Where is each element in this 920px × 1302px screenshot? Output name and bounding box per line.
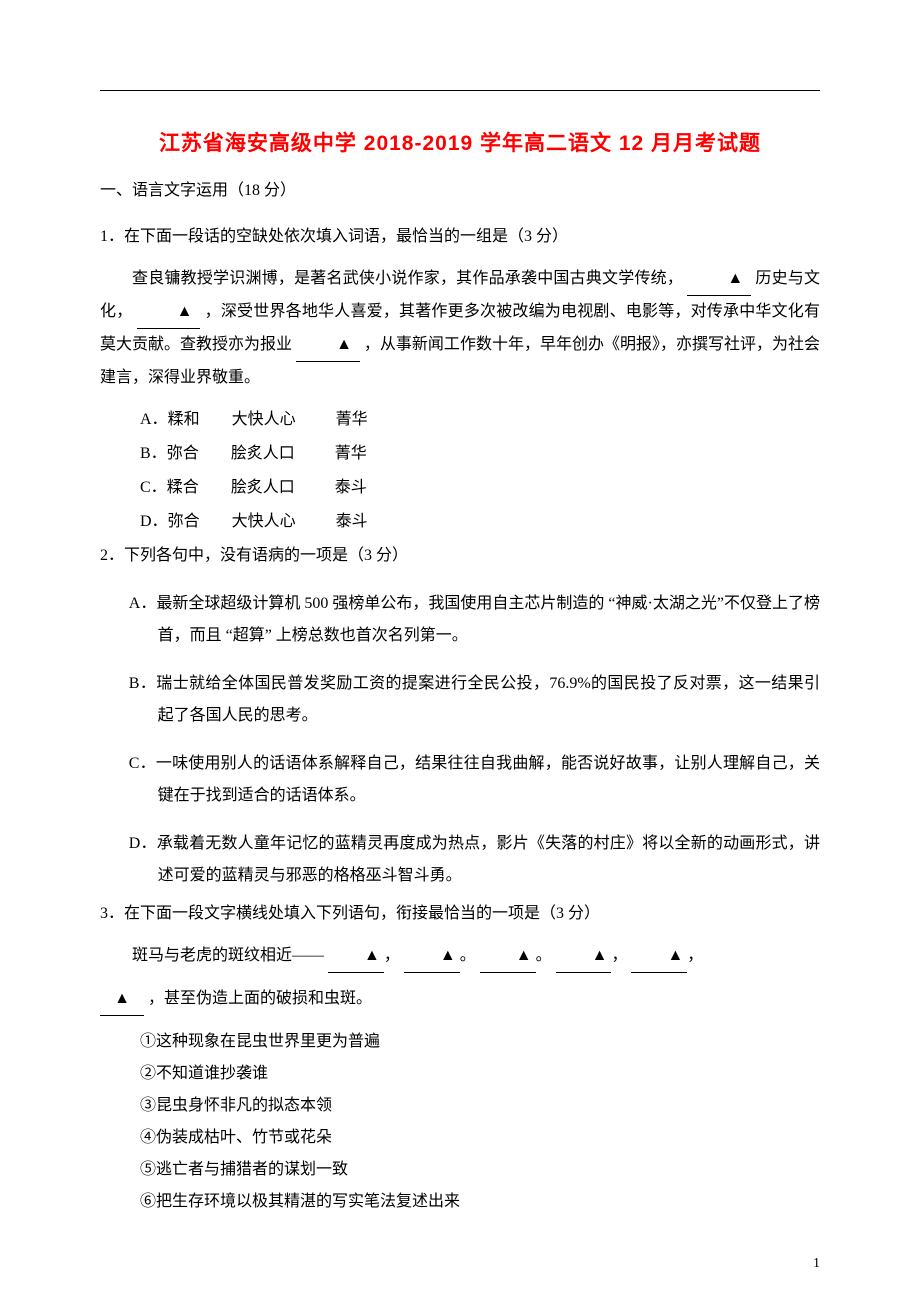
q3-item-5: ⑤逃亡者与捕猎者的谋划一致 [100, 1154, 820, 1186]
q1-option-a: A．糅和 大快人心 菁华 [100, 404, 820, 436]
q1-blank-3: ▲ [296, 329, 360, 362]
q3-item-1: ①这种现象在昆虫世界里更为普遍 [100, 1026, 820, 1058]
q3-item-6: ⑥把生存环境以极其精湛的写实笔法复述出来 [100, 1186, 820, 1218]
q3-stem: 3．在下面一段文字横线处填入下列语句，衔接最恰当的一项是（3 分） [100, 898, 820, 930]
option-col1: 糅和 [168, 411, 200, 428]
option-col3: 泰斗 [335, 479, 367, 496]
q3-passage-line1: 斑马与老虎的斑纹相近—— ▲ ， ▲ 。 ▲ 。 ▲ ， ▲ ， [100, 940, 820, 973]
q1-blank-2: ▲ [137, 296, 201, 329]
q2-option-b: B．瑞士就给全体国民普发奖励工资的提案进行全民公投，76.9%的国民投了反对票，… [129, 668, 820, 732]
blank-marker: ▲ [440, 947, 456, 964]
option-col2: 大快人心 [232, 411, 296, 428]
blank-marker: ▲ [516, 947, 532, 964]
q3-item-2: ②不知道谁抄袭谁 [100, 1058, 820, 1090]
q2-option-c: C．一味使用别人的话语体系解释自己，结果往往自我曲解，能否说好故事，让别人理解自… [129, 748, 820, 812]
q3-passage-line2: ▲ ，甚至伪造上面的破损和虫斑。 [100, 983, 820, 1016]
blank-marker: ▲ [667, 947, 683, 964]
q3-text-1: 斑马与老虎的斑纹相近—— [132, 947, 324, 964]
q1-text-1: 查良镛教授学识渊博，是著名武侠小说作家，其作品承袭中国古典文学传统， [132, 270, 683, 287]
option-col3: 泰斗 [336, 513, 368, 530]
q3-blank-2: ▲ [404, 940, 460, 973]
option-col1: 弥合 [168, 513, 200, 530]
page-number: 1 [813, 1256, 820, 1272]
blank-marker: ▲ [177, 303, 193, 320]
q2-stem: 2．下列各句中，没有语病的一项是（3 分） [100, 540, 820, 572]
q3-item-4: ④伪装成枯叶、竹节或花朵 [100, 1122, 820, 1154]
option-col2: 脍炙人口 [231, 445, 295, 462]
option-col2: 大快人心 [232, 513, 296, 530]
q3-blank-5: ▲ [631, 940, 687, 973]
q1-blank-1: ▲ [687, 263, 751, 296]
option-col3: 菁华 [336, 411, 368, 428]
blank-marker: ▲ [592, 947, 608, 964]
q3-blank-1: ▲ [328, 940, 384, 973]
q1-passage: 查良镛教授学识渊博，是著名武侠小说作家，其作品承袭中国古典文学传统， ▲ 历史与… [100, 263, 820, 394]
q2-option-a: A．最新全球超级计算机 500 强榜单公布，我国使用自主芯片制造的 “神威·太湖… [129, 588, 820, 652]
blank-marker: ▲ [727, 270, 743, 287]
option-label: C． [140, 479, 167, 496]
q1-stem: 1．在下面一段话的空缺处依次填入词语，最恰当的一组是（3 分） [100, 221, 820, 253]
option-label: B． [140, 445, 167, 462]
q3-item-3: ③昆虫身怀非凡的拟态本领 [100, 1090, 820, 1122]
section-1-heading: 一、语言文字运用（18 分） [100, 175, 820, 207]
q1-option-c: C．糅合 脍炙人口 泰斗 [100, 472, 820, 504]
q3-text-2: ，甚至伪造上面的破损和虫斑。 [148, 990, 372, 1007]
blank-marker: ▲ [336, 336, 352, 353]
option-col2: 脍炙人口 [231, 479, 295, 496]
option-col3: 菁华 [335, 445, 367, 462]
q2-option-d: D．承载着无数人童年记忆的蓝精灵再度成为热点，影片《失落的村庄》将以全新的动画形… [129, 828, 820, 892]
option-col1: 糅合 [167, 479, 199, 496]
q3-blank-4: ▲ [556, 940, 612, 973]
option-label: D． [140, 513, 168, 530]
blank-marker: ▲ [364, 947, 380, 964]
top-rule [100, 90, 820, 91]
q1-option-b: B．弥合 脍炙人口 菁华 [100, 438, 820, 470]
document-title: 江苏省海安高级中学 2018-2019 学年高二语文 12 月月考试题 [100, 127, 820, 157]
q3-blank-6: ▲ [100, 983, 144, 1016]
q1-option-d: D．弥合 大快人心 泰斗 [100, 506, 820, 538]
q3-blank-3: ▲ [480, 940, 536, 973]
option-label: A． [140, 411, 168, 428]
blank-marker: ▲ [114, 990, 130, 1007]
option-col1: 弥合 [167, 445, 199, 462]
